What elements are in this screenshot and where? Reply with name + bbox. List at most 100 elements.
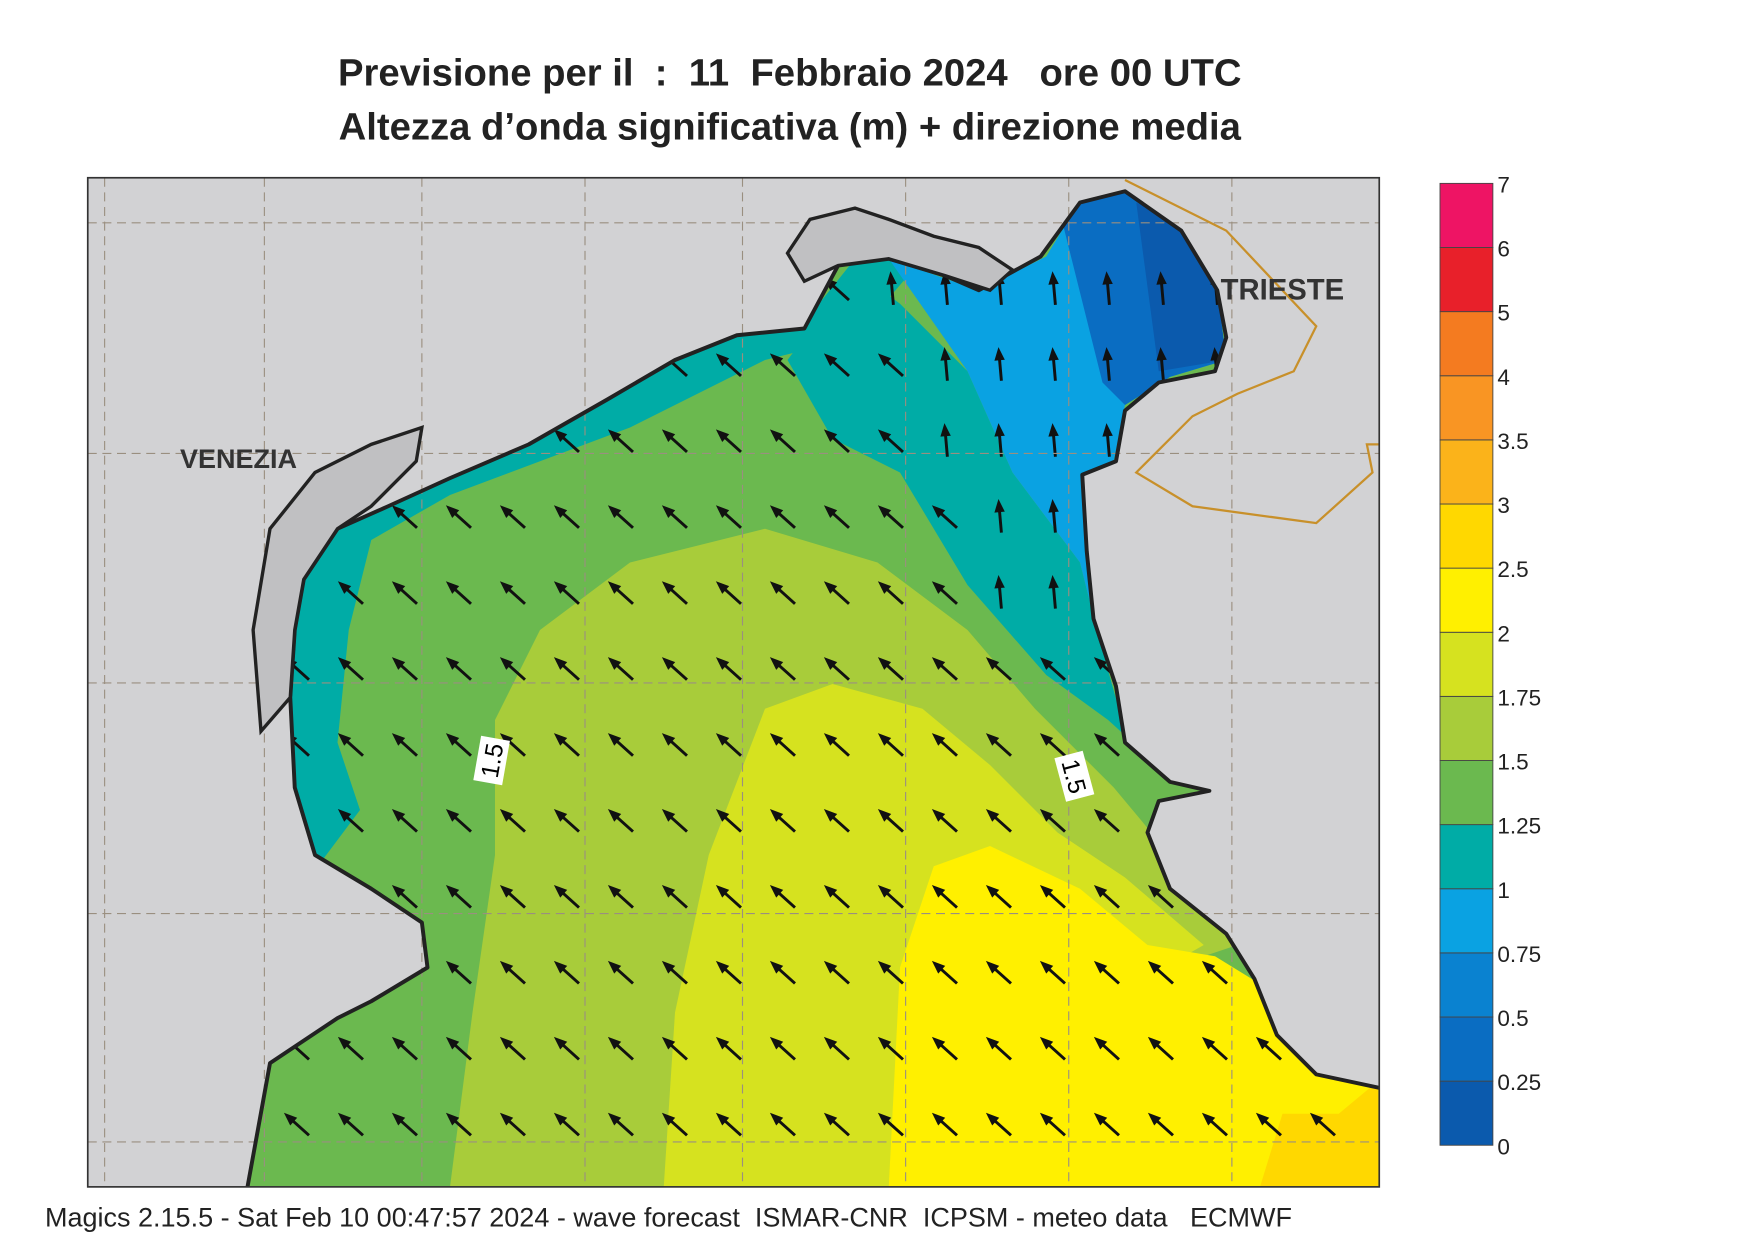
arrow-head [661, 1112, 676, 1126]
arrow-head [553, 1036, 568, 1050]
colorbar-label: 0.25 [1497, 1070, 1541, 1095]
colorbar-band [1439, 952, 1494, 1018]
arrow-head [607, 733, 622, 746]
arrow-head [661, 657, 676, 670]
arrow-head [445, 884, 460, 898]
arrow-head [553, 505, 568, 518]
arrow-head [391, 505, 406, 518]
arrow-head [877, 353, 892, 367]
arrow-head [931, 809, 946, 822]
arrow-head [499, 657, 514, 670]
arrow-head [769, 505, 784, 518]
arrow-head [499, 581, 514, 594]
arrow-head [931, 505, 946, 518]
arrow-head [823, 1036, 838, 1050]
arrow-head [553, 884, 568, 898]
arrow-head [985, 960, 1000, 974]
colorbar-band [1439, 503, 1494, 569]
arrow-head [877, 733, 892, 746]
arrow-head [715, 884, 730, 898]
arrow-head [1102, 271, 1113, 285]
arrow-head [337, 809, 352, 822]
arrow-head [391, 581, 406, 594]
place-label: VENEZIA [180, 444, 297, 474]
zone-250 [1260, 1080, 1380, 1187]
arrow-head [769, 353, 784, 367]
arrow-head [661, 581, 676, 594]
arrow-head [931, 1036, 946, 1050]
arrow-head [607, 960, 622, 974]
map: VENEZIA TRIESTE 1.5 1.5 [87, 177, 1380, 1187]
arrow-head [1102, 347, 1113, 361]
arrow-head [985, 1112, 1000, 1126]
arrow-head [823, 733, 838, 746]
title-line-1: Previsione per il : 11 Febbraio 2024 ore… [338, 52, 1242, 95]
lagoon-venezia [251, 425, 425, 736]
arrow-head [1093, 1036, 1108, 1050]
arrow-head [391, 809, 406, 822]
arrow-head [1255, 1112, 1270, 1126]
zone-200 [888, 846, 1380, 1187]
lagoon-grado [785, 206, 1016, 293]
zone-100-east [787, 270, 1170, 777]
colorbar-band [1439, 824, 1494, 890]
arrow-head [1048, 499, 1059, 513]
arrow-head [1147, 1112, 1162, 1126]
arrow-head [391, 657, 406, 670]
colorbar-band [1439, 375, 1494, 441]
arrow-head [553, 429, 568, 443]
arrow-head [337, 1036, 352, 1050]
arrow-head [1048, 271, 1059, 285]
arrow-head [715, 960, 730, 974]
colorbar-band [1439, 1016, 1494, 1082]
colorbar-label: 1.5 [1497, 750, 1528, 775]
arrow-head [877, 809, 892, 822]
arrow-head [985, 657, 1000, 670]
colorbar-band [1439, 1080, 1494, 1146]
arrow-head [445, 657, 460, 670]
colorbar-label: 2.5 [1497, 557, 1528, 582]
arrow-head [553, 960, 568, 974]
arrow-head [877, 884, 892, 898]
arrow-head [1039, 1036, 1054, 1050]
arrow-head [715, 733, 730, 746]
arrow-head [337, 657, 352, 670]
arrow-head [985, 733, 1000, 746]
arrow-head [1156, 347, 1167, 361]
coastline [245, 189, 1380, 1187]
arrow-head [877, 581, 892, 594]
arrow-head [337, 581, 352, 594]
arrow-head [769, 429, 784, 443]
arrow-head [823, 581, 838, 594]
arrow-head [1048, 574, 1059, 589]
arrow-head [715, 581, 730, 594]
arrow-head [607, 1112, 622, 1126]
arrow-head [769, 809, 784, 822]
arrow-head [715, 1036, 730, 1050]
arrow-head [445, 1036, 460, 1050]
arrow-head [661, 429, 676, 443]
arrow-head [661, 1036, 676, 1050]
arrow-head [877, 657, 892, 670]
arrow-head [1039, 657, 1054, 670]
arrow-head [445, 581, 460, 594]
arrow-head [1093, 733, 1108, 746]
arrow-head [661, 960, 676, 974]
arrow-head [931, 657, 946, 670]
arrow-head [1309, 1112, 1324, 1126]
arrow-head [994, 574, 1005, 589]
arrow-head [1093, 809, 1108, 822]
place-label: TRIESTE [1221, 274, 1345, 306]
arrow-head [715, 1112, 730, 1126]
arrow-head [1039, 733, 1054, 746]
arrow-head [499, 960, 514, 974]
arrow-head [931, 733, 946, 746]
colorbar-label: 5 [1497, 301, 1510, 326]
arrow-head [769, 733, 784, 746]
arrow-head [1039, 884, 1054, 898]
arrow-head [985, 884, 1000, 898]
arrow-head [607, 505, 622, 518]
colorbar-band [1439, 182, 1494, 248]
arrow-head [553, 657, 568, 670]
